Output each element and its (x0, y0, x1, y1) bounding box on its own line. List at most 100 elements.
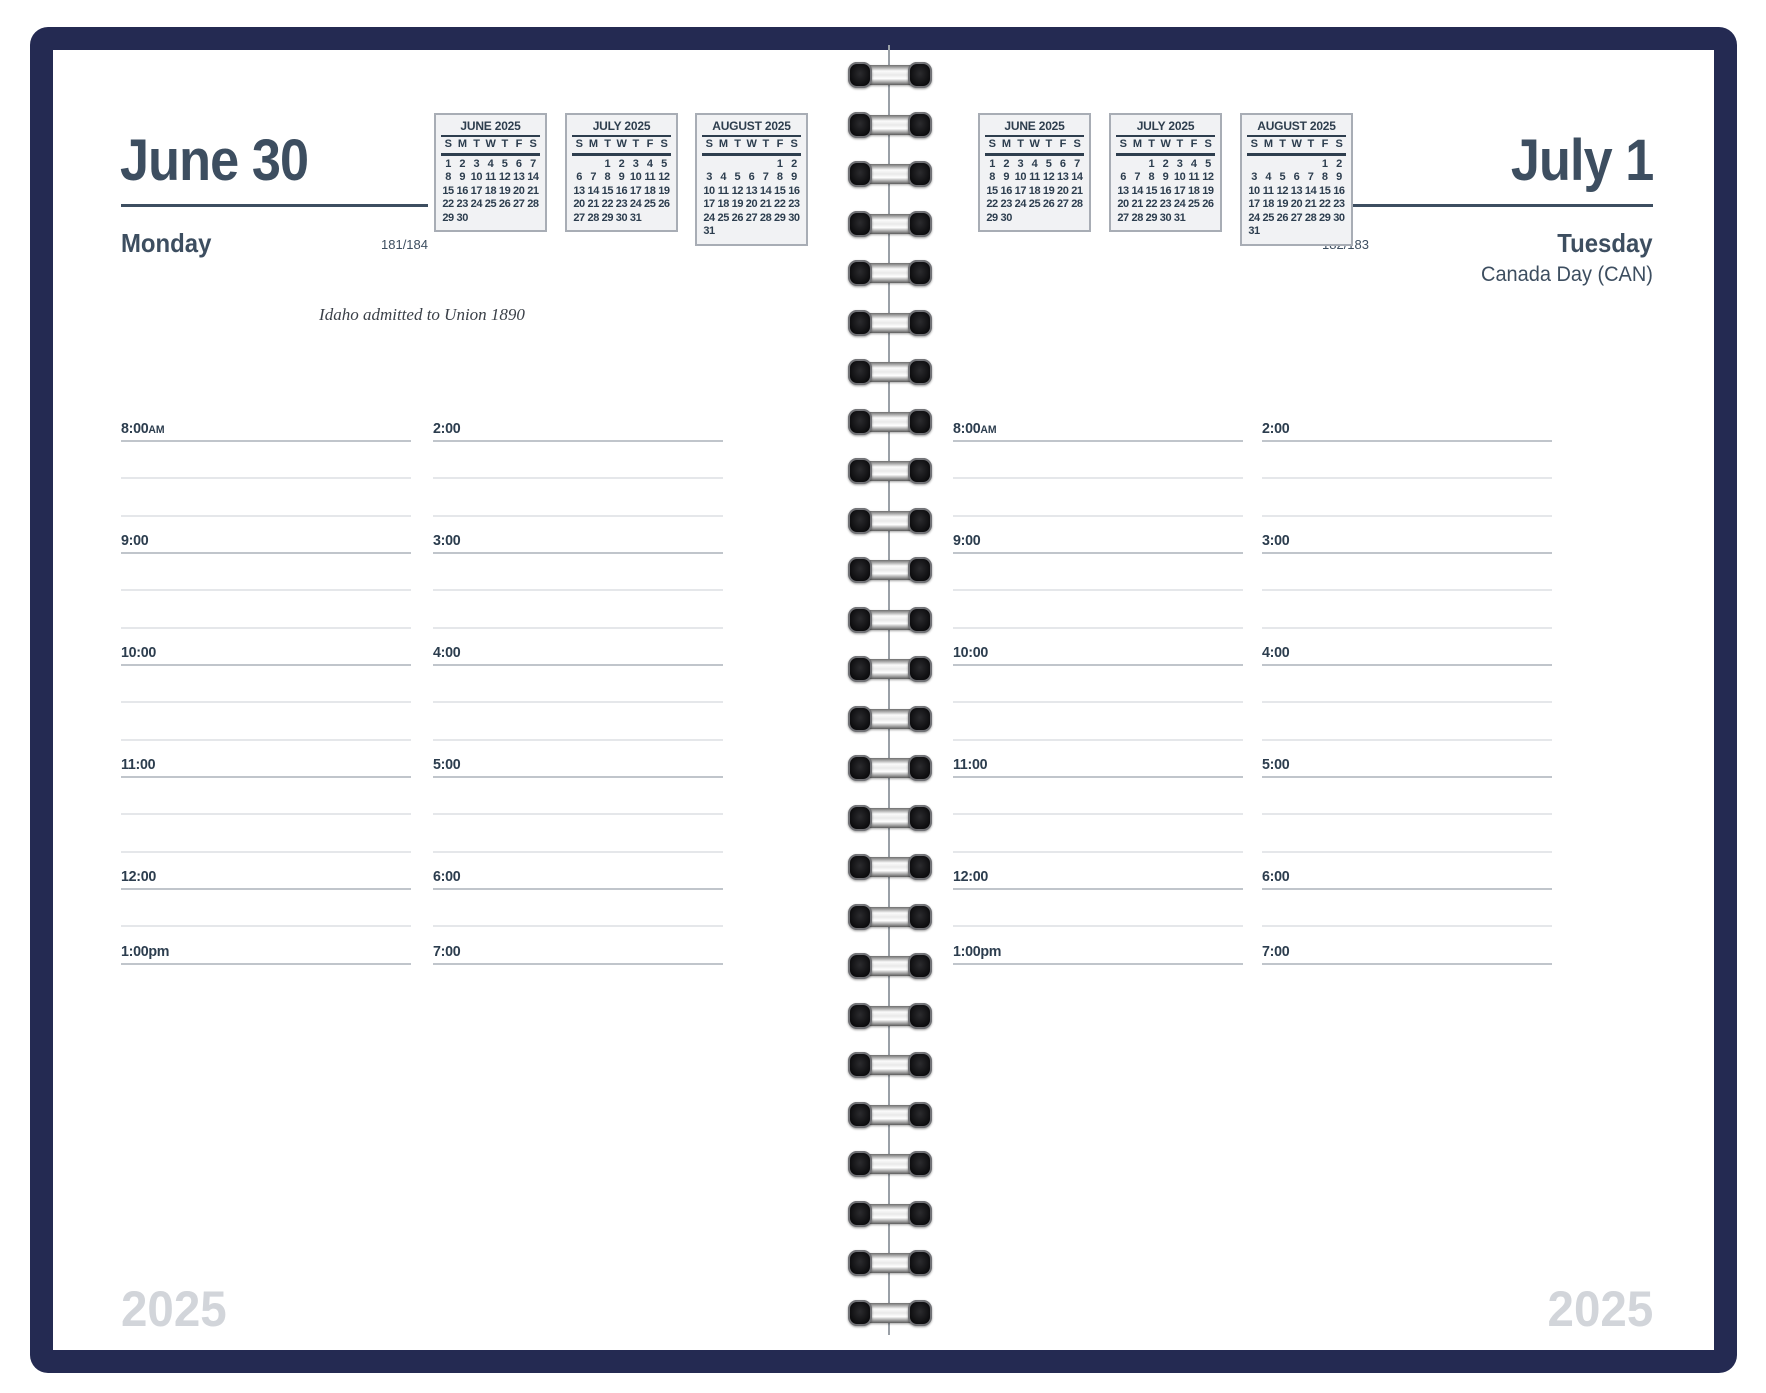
calendar-day: 27 (573, 211, 585, 224)
mini-calendar-week-row: 20 21 22 23 24 25 26 (1116, 198, 1215, 212)
calendar-day: 2 (1336, 157, 1342, 170)
time-slot-line (121, 888, 411, 890)
time-slot-line (121, 552, 411, 554)
calendar-day: 21 (527, 184, 539, 197)
calendar-day: 9 (1162, 171, 1169, 183)
calendar-day: 5 (734, 171, 741, 183)
calendar-day: 26 (1276, 211, 1289, 224)
weekday-letter: F (1190, 138, 1198, 150)
calendar-day: 23 (1000, 198, 1012, 210)
time-slot-line (953, 776, 1243, 778)
spiral-coil-tube (859, 808, 921, 828)
calendar-day: 1 (1321, 157, 1328, 170)
spiral-coil-end-left (848, 904, 872, 930)
calendar-day: 31 (1248, 225, 1260, 237)
spiral-coil-end-right (908, 211, 932, 237)
calendar-day: 2 (791, 157, 797, 170)
calendar-day: 12 (1202, 171, 1214, 183)
spiral-coil-end-left (848, 1151, 872, 1177)
spiral-coil (848, 1003, 932, 1029)
spiral-coil-tube (859, 857, 921, 877)
am-suffix: AM (148, 424, 165, 436)
calendar-day: 22 (601, 198, 614, 210)
calendar-day: 24 (1248, 211, 1260, 224)
writing-line (121, 813, 411, 815)
calendar-day: 29 (774, 211, 786, 224)
mini-calendar-title: JUNE 2025 (441, 118, 540, 137)
calendar-day (730, 158, 744, 172)
mini-calendar-week-row: 24 25 26 27 28 29 30 (1247, 212, 1346, 226)
spiral-coil (848, 904, 932, 930)
writing-line (1262, 477, 1552, 479)
spiral-coil-end-left (848, 458, 872, 484)
spiral-coil-tube (859, 560, 921, 580)
calendar-day (1332, 225, 1346, 239)
spiral-coil-end-left (848, 1052, 872, 1078)
calendar-day: 13 (1117, 184, 1129, 197)
spiral-coil (848, 854, 932, 880)
calendar-day: 9 (1003, 171, 1010, 183)
writing-line (953, 739, 1243, 741)
calendar-day: 24 (703, 211, 715, 224)
calendar-day: 12 (1042, 171, 1055, 183)
calendar-day: 28 (1131, 211, 1143, 224)
spiral-coil-end-left (848, 706, 872, 732)
time-slot-line (1262, 962, 1552, 965)
time-slot-line (433, 888, 723, 890)
weekday-letter: M (1132, 138, 1142, 150)
calendar-day: 14 (1304, 184, 1317, 197)
spiral-coil (848, 557, 932, 583)
spiral-coil (848, 1102, 932, 1128)
spiral-coil-end-right (908, 1300, 932, 1326)
mini-calendar-week-row: 24 25 26 27 28 29 30 (702, 212, 801, 226)
calendar-day: 21 (587, 198, 599, 210)
weekday-letter: T (762, 138, 769, 150)
writing-line (953, 701, 1243, 703)
calendar-day (643, 212, 657, 226)
spiral-coil-end-right (908, 1052, 932, 1078)
calendar-day: 23 (456, 198, 468, 210)
time-slot-label: 2:00 (1262, 420, 1290, 437)
calendar-day: 23 (615, 198, 628, 210)
spiral-coil-end-right (908, 854, 932, 880)
right-date-title: July 1 (1510, 128, 1653, 193)
calendar-day: 14 (759, 184, 772, 197)
spiral-coil (848, 953, 932, 979)
calendar-day: 13 (573, 184, 585, 197)
writing-line (121, 851, 411, 853)
calendar-day: 27 (1290, 211, 1303, 224)
time-slot-label: 8:00AM (121, 420, 165, 437)
calendar-day: 13 (745, 184, 758, 197)
writing-line (121, 925, 411, 927)
calendar-day: 24 (1173, 198, 1186, 210)
time-slot-label: 6:00 (433, 868, 461, 885)
weekday-letter: M (718, 138, 728, 150)
calendar-day: 2 (459, 157, 466, 170)
calendar-day: 30 (1333, 211, 1345, 224)
calendar-day: 17 (1014, 184, 1027, 197)
spiral-coil (848, 62, 932, 88)
time-slot-label: 6:00 (1262, 868, 1290, 885)
spiral-coil-end-left (848, 854, 872, 880)
mini-calendar-august: AUGUST 2025 S M T W T F S 1 2 3 4 5 6 7 8 9 10 11 12 13 14 15 1… (1240, 113, 1353, 246)
calendar-day: 26 (1042, 198, 1055, 210)
calendar-day: 4 (646, 157, 653, 170)
calendar-day: 10 (1173, 171, 1186, 183)
calendar-day: 13 (1290, 184, 1303, 197)
time-slot-line (953, 552, 1243, 554)
weekday-letter: M (1263, 138, 1273, 150)
calendar-day: 3 (632, 157, 639, 170)
writing-line (433, 701, 723, 703)
calendar-day: 23 (788, 198, 800, 210)
weekday-letter: S (1204, 138, 1212, 150)
calendar-day (744, 225, 758, 239)
calendar-day: 4 (1190, 157, 1197, 170)
calendar-day: 9 (1336, 171, 1342, 183)
writing-line (953, 851, 1243, 853)
spiral-coil-end-left (848, 62, 872, 88)
